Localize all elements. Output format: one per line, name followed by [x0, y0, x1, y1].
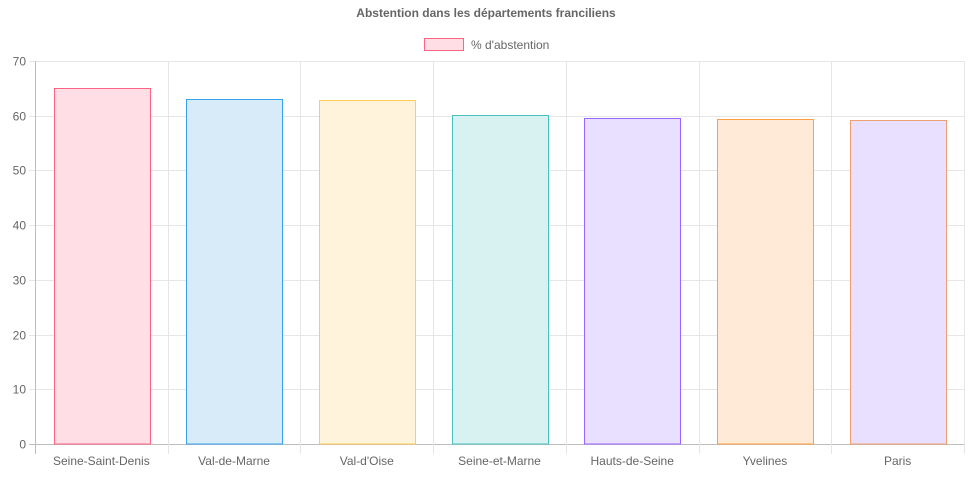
y-tick-label: 0	[19, 438, 26, 452]
legend-label: % d'abstention	[471, 38, 549, 52]
bars	[54, 88, 947, 445]
bar[interactable]	[452, 115, 549, 445]
y-tick-label: 30	[13, 274, 27, 288]
x-tick-label: Yvelines	[743, 454, 788, 468]
x-axis-ticks: Seine-Saint-Denis Val-de-Marne Val-d'Oise S…	[53, 454, 911, 468]
bar[interactable]	[319, 100, 416, 445]
x-tick-label: Val-de-Marne	[198, 454, 270, 468]
y-tick-label: 60	[13, 110, 27, 124]
chart-title: Abstention dans les départements francil…	[356, 6, 616, 20]
x-tick-label: Val-d'Oise	[340, 454, 394, 468]
x-tick-label: Paris	[884, 454, 911, 468]
x-tick-label: Seine-Saint-Denis	[53, 454, 150, 468]
bar[interactable]	[717, 119, 814, 445]
legend[interactable]: % d'abstention	[424, 38, 550, 52]
y-tick-label: 70	[13, 55, 27, 69]
bar[interactable]	[584, 118, 681, 445]
bar[interactable]	[186, 99, 283, 445]
y-axis-ticks: 0 10 20 30 40 50 60 70	[13, 55, 27, 452]
legend-swatch	[424, 38, 464, 51]
bar[interactable]	[850, 120, 947, 445]
x-tick-label: Hauts-de-Seine	[591, 454, 675, 468]
y-tick-label: 20	[13, 329, 27, 343]
x-tick-label: Seine-et-Marne	[458, 454, 541, 468]
y-tick-label: 50	[13, 164, 27, 178]
y-tick-label: 10	[13, 383, 27, 397]
y-tick-label: 40	[13, 219, 27, 233]
bar[interactable]	[54, 88, 151, 445]
